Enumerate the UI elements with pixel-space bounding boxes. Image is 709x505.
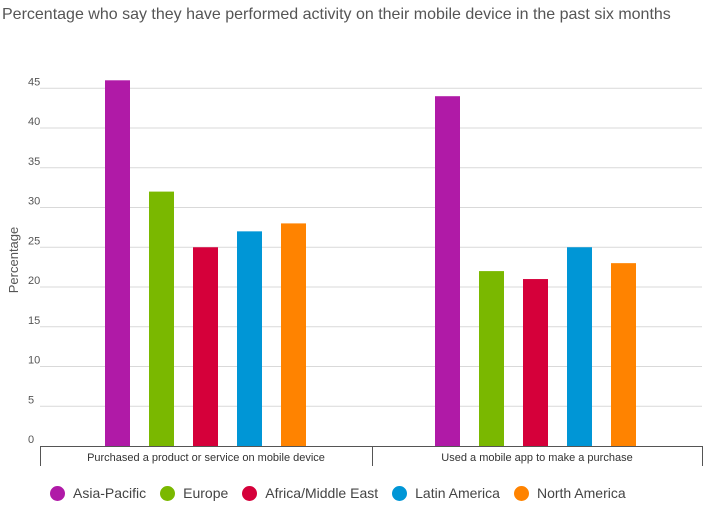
legend-label: Africa/Middle East: [265, 485, 379, 501]
x-category-label: Used a mobile app to make a purchase: [441, 452, 632, 464]
legend-swatch: [50, 485, 65, 501]
legend-item: North America: [513, 485, 626, 501]
y-tick-label: 5: [28, 394, 34, 406]
x-category-label: Purchased a product or service on mobile…: [87, 452, 325, 464]
gridlines: [40, 87, 702, 407]
bars: [105, 80, 636, 447]
y-tick-label: 45: [28, 76, 40, 88]
bar: [567, 247, 592, 446]
legend-item: Asia-Pacific: [50, 485, 146, 501]
legend-item: Africa/Middle East: [242, 485, 378, 501]
y-tick-label: 10: [28, 355, 40, 367]
legend-swatch: [242, 485, 258, 501]
y-tick-label: 20: [28, 275, 40, 287]
legend-label: North America: [536, 485, 626, 501]
legend-item: Latin America: [392, 485, 500, 501]
y-tick-label: 35: [28, 156, 40, 168]
bar: [193, 247, 218, 446]
y-tick-label: 30: [28, 196, 40, 208]
y-tick-label: 40: [28, 116, 40, 128]
y-tick-label: 25: [28, 235, 40, 247]
bar: [611, 263, 636, 446]
bar: [281, 223, 306, 446]
legend-label: Europe: [183, 485, 229, 501]
y-axis-title: Percentage: [6, 227, 21, 294]
legend-swatch: [160, 485, 176, 501]
y-tick-label: 0: [28, 434, 34, 446]
legend: Asia-Pacific Europe Africa/Middle East Lati…: [50, 482, 640, 504]
legend-label: Asia-Pacific: [73, 485, 147, 501]
bar: [149, 191, 174, 446]
legend-label: Latin America: [415, 485, 500, 501]
legend-swatch: [513, 485, 529, 501]
bar: [237, 231, 262, 446]
bar: [523, 279, 548, 446]
bar: [435, 96, 460, 446]
legend-item: Europe: [160, 485, 228, 501]
x-axis: Purchased a product or service on mobile…: [40, 446, 703, 466]
bar: [105, 80, 130, 447]
bar: [479, 271, 504, 446]
y-axis-ticks: 0 5 10 15 20 25 30 35 40 45: [28, 76, 40, 446]
y-tick-label: 15: [28, 315, 40, 327]
legend-swatch: [392, 485, 408, 501]
chart-title: Percentage who say they have performed a…: [2, 6, 671, 23]
